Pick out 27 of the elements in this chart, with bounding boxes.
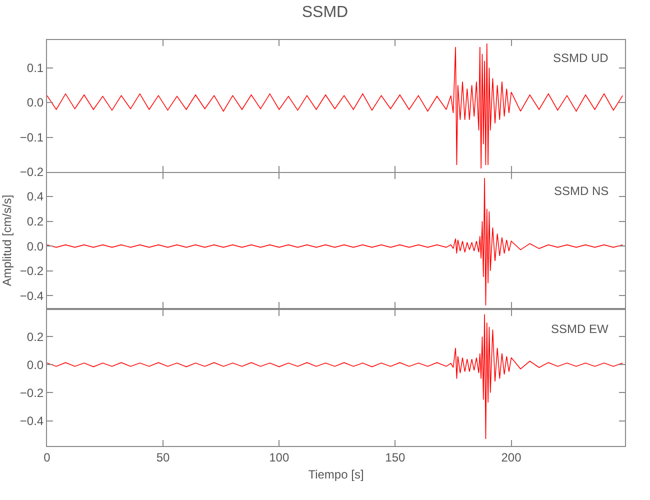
line-series — [47, 314, 624, 440]
x-tick-label: 0 — [44, 450, 51, 464]
y-axis-title: Amplitud [cm/s/s] — [0, 194, 14, 286]
line-series — [47, 178, 624, 306]
x-tick-label: 150 — [385, 450, 406, 464]
y-tick-label: 0.0 — [26, 358, 44, 372]
y-tick-label: −0.2 — [20, 386, 44, 400]
x-axis-title: Tiempo [s] — [308, 467, 364, 482]
x-tick-label: 100 — [269, 450, 290, 464]
y-tick-label: −0.4 — [20, 414, 44, 428]
y-tick-label: 0.0 — [26, 239, 44, 254]
y-tick-label: −0.4 — [20, 288, 44, 303]
annotation: SSMD NS — [554, 184, 609, 198]
y-tick-label: 0.1 — [26, 60, 44, 75]
y-tick-label: −0.1 — [20, 130, 44, 144]
y-tick-label: 0.0 — [26, 96, 44, 110]
y-tick-label: −0.2 — [20, 264, 44, 278]
x-tick-label: 50 — [156, 450, 170, 464]
y-tick-label: −0.2 — [20, 165, 44, 180]
line-series — [47, 43, 624, 169]
y-tick-label: 0.2 — [26, 214, 44, 228]
annotation: SSMD EW — [551, 322, 610, 336]
annotation: SSMD UD — [553, 51, 609, 65]
chart-title: SSMD — [302, 4, 348, 21]
y-tick-label: 0.4 — [26, 190, 44, 204]
x-tick-label: 200 — [501, 450, 522, 464]
y-tick-label: 0.2 — [26, 330, 44, 344]
